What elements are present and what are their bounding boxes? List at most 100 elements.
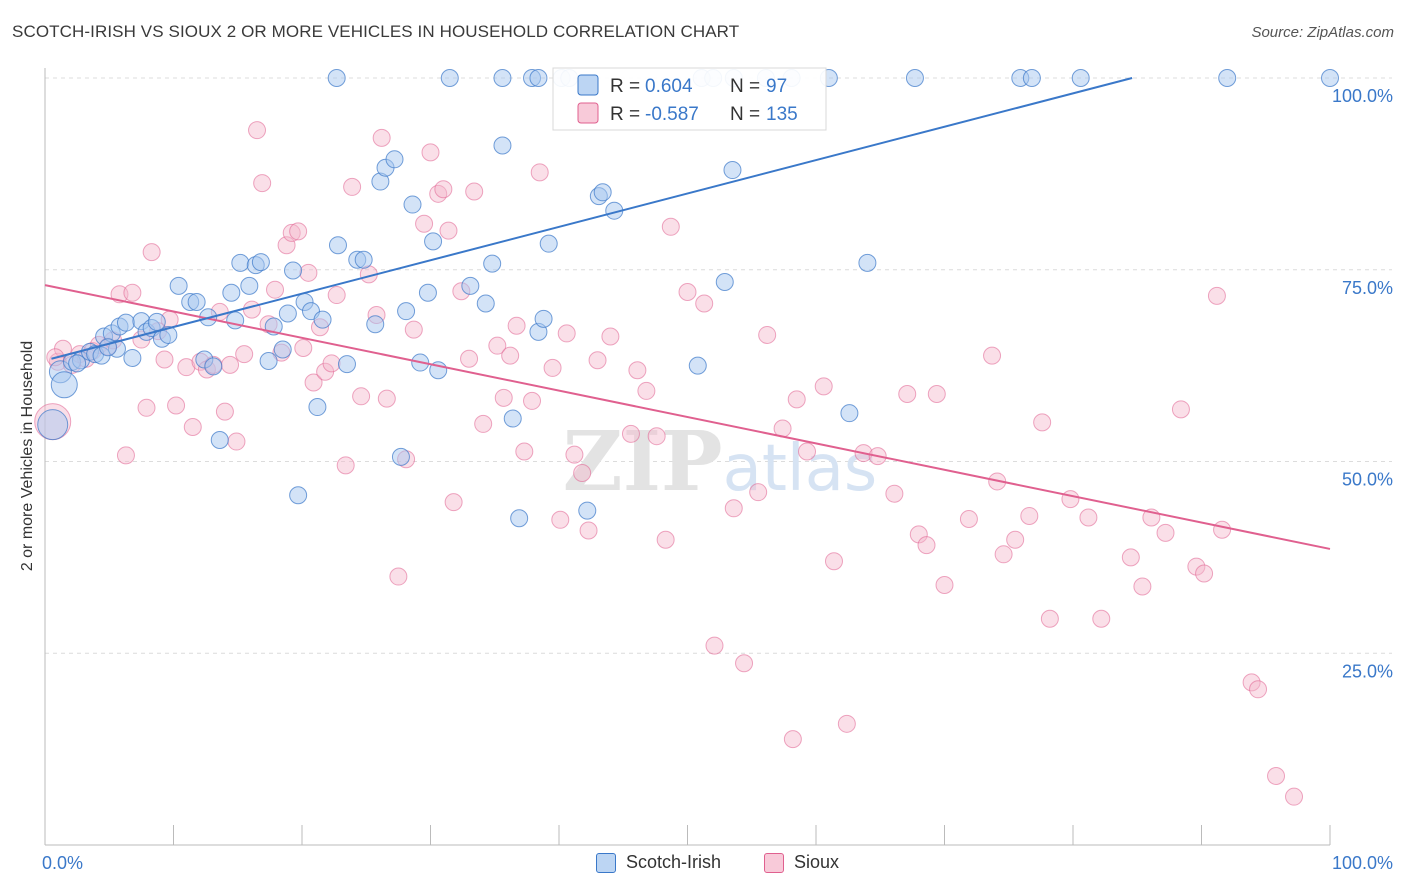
scotch-irish-point [354,250,373,269]
sioux-point [242,300,261,319]
scotch-irish-point [123,348,142,367]
chart-title: SCOTCH-IRISH VS SIOUX 2 OR MORE VEHICLES… [12,22,740,41]
scotch-irish-point [510,509,529,528]
sioux-point [289,222,308,241]
sioux-point [637,381,656,400]
sioux-point [1133,577,1152,596]
stats-r-value: 0.604 [645,76,693,97]
source-label: Source: ZipAtlas.com [1251,24,1394,41]
sioux-point [927,385,946,404]
sioux-point [983,346,1002,365]
sioux-point [1040,609,1059,628]
sioux-point [814,377,833,396]
sioux-point [1033,413,1052,432]
sioux-point [798,442,817,461]
sioux-point [1207,286,1226,305]
sioux-point [523,391,542,410]
tick-labels: 25.0% 50.0% 75.0% 100.0% 0.0% 100.0% [42,86,1393,873]
sioux-point [235,345,254,364]
sioux-point [142,243,161,262]
scotch-irish-point [534,309,553,328]
sioux-point [1006,530,1025,549]
sioux-point [415,214,434,233]
scotch-irish-point [308,398,327,417]
sioux-point [327,286,346,305]
sioux-point [749,483,768,502]
sioux-point [994,545,1013,564]
scotch-irish-point [240,276,259,295]
scotch-irish-point [461,276,480,295]
sioux-point [758,325,777,344]
sioux-point [787,390,806,409]
scotch-irish-point [403,195,422,214]
sioux-point [565,445,584,464]
sioux-point [1092,609,1111,628]
legend-item-sioux[interactable]: Sioux [764,852,839,873]
scotch-irish-point [593,183,612,202]
scotch-irish-point [440,69,459,87]
sioux-point [336,456,355,475]
legend-label-sioux: Sioux [794,852,840,872]
sioux-point [1195,564,1214,583]
sioux-point [439,221,458,240]
scotch-irish-point [476,294,495,313]
trend-lines [44,77,1331,550]
scotch-irish-point [483,254,502,273]
sioux-point [783,730,802,749]
scotch-irish-point [259,352,278,371]
sioux-point [543,358,562,377]
sioux-point [647,427,666,446]
sioux-point [935,575,954,594]
sioux-point [898,385,917,404]
sioux-point [917,536,936,555]
sioux-point [515,442,534,461]
stats-n-value: 135 [766,104,798,125]
scotch-irish-point [289,486,308,505]
sioux-point [621,424,640,443]
scotch-irish-points [37,69,1339,528]
x-tick-label: 100.0% [1332,853,1393,873]
sioux-point [530,163,549,182]
sioux-point [137,398,156,417]
sioux-point [656,530,675,549]
stats-r-label: R = [610,76,640,97]
watermark: ZIPatlas [563,414,878,510]
y-tick-label: 50.0% [1342,470,1393,490]
sioux-point [824,552,843,571]
sioux-point [588,351,607,370]
scotch-irish-point [204,357,223,376]
sioux-point [1242,673,1261,692]
stats-r-label: R = [610,104,640,125]
sioux-point [1187,557,1206,576]
legend-item-scotch-irish[interactable]: Scotch-Irish [596,852,721,873]
scotch-irish-point [278,304,297,323]
stats-swatch-sioux [577,102,599,124]
sioux-point [421,143,440,162]
scotch-irish-point [493,136,512,155]
sioux-point [183,417,202,436]
scotch-irish-point [391,447,410,466]
sioux-point [837,714,856,733]
scotch-irish-point [578,501,597,520]
sioux-point [167,396,186,415]
sioux-point [116,446,135,465]
scotch-irish-trend-line [51,77,1133,360]
sioux-point [123,283,142,302]
sioux-point [551,510,570,529]
sioux-point [1213,520,1232,539]
sioux-point [1156,523,1175,542]
sioux-point [322,354,341,373]
watermark-text: ZIPatlas [563,414,878,510]
sioux-point [705,636,724,655]
sioux-point [959,510,978,529]
sioux-point [389,567,408,586]
scotch-irish-point [1321,69,1339,87]
sioux-point [299,263,318,282]
scotch-irish-point [905,69,924,87]
sioux-point [465,182,484,201]
sioux-point [372,128,391,147]
scotch-irish-point [284,261,303,280]
sioux-point [494,388,513,407]
sioux-point [557,324,576,343]
